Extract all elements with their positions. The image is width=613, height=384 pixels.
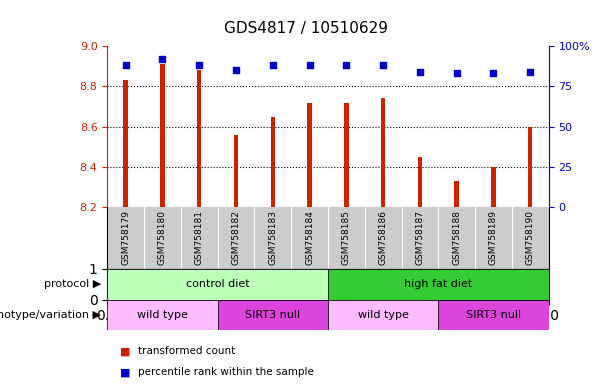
Point <box>194 62 204 68</box>
Bar <box>107 269 328 300</box>
Bar <box>160 64 165 207</box>
Bar <box>307 103 312 207</box>
Text: GSM758187: GSM758187 <box>416 210 424 265</box>
Point <box>452 70 462 76</box>
Text: GSM758182: GSM758182 <box>232 210 240 265</box>
Text: GSM758179: GSM758179 <box>121 210 130 265</box>
Text: ■: ■ <box>120 346 130 356</box>
Bar <box>123 80 128 207</box>
Text: GSM758186: GSM758186 <box>379 210 387 265</box>
Point <box>305 62 314 68</box>
Text: GSM758190: GSM758190 <box>526 210 535 265</box>
Text: GSM758188: GSM758188 <box>452 210 461 265</box>
Point <box>341 62 351 68</box>
Point <box>121 62 131 68</box>
Text: control diet: control diet <box>186 279 249 289</box>
Bar <box>328 300 438 330</box>
Text: SIRT3 null: SIRT3 null <box>245 310 300 320</box>
Text: GSM758184: GSM758184 <box>305 210 314 265</box>
Text: genotype/variation ▶: genotype/variation ▶ <box>0 310 101 320</box>
Text: percentile rank within the sample: percentile rank within the sample <box>138 367 314 377</box>
Text: GSM758189: GSM758189 <box>489 210 498 265</box>
Point <box>268 62 278 68</box>
Bar <box>107 300 218 330</box>
Bar <box>381 98 386 207</box>
Text: wild type: wild type <box>358 310 408 320</box>
Point <box>415 69 425 75</box>
Text: GSM758183: GSM758183 <box>268 210 277 265</box>
Text: protocol ▶: protocol ▶ <box>44 279 101 289</box>
Text: transformed count: transformed count <box>138 346 235 356</box>
Bar <box>491 167 496 207</box>
Bar <box>438 300 549 330</box>
Bar <box>344 103 349 207</box>
Point <box>378 62 388 68</box>
Point <box>231 67 241 73</box>
Bar <box>454 181 459 207</box>
Text: GSM758185: GSM758185 <box>342 210 351 265</box>
Bar <box>417 157 422 207</box>
Point <box>158 56 167 62</box>
Bar <box>197 70 202 207</box>
Bar <box>218 300 328 330</box>
Text: ■: ■ <box>120 367 130 377</box>
Text: wild type: wild type <box>137 310 188 320</box>
Point <box>525 69 535 75</box>
Bar <box>270 117 275 207</box>
Text: high fat diet: high fat diet <box>404 279 473 289</box>
Bar <box>234 135 238 207</box>
Text: GSM758180: GSM758180 <box>158 210 167 265</box>
Text: SIRT3 null: SIRT3 null <box>466 310 521 320</box>
Text: GSM758181: GSM758181 <box>195 210 204 265</box>
Text: GDS4817 / 10510629: GDS4817 / 10510629 <box>224 21 389 36</box>
Bar <box>328 269 549 300</box>
Bar <box>528 127 533 207</box>
Point <box>489 70 498 76</box>
